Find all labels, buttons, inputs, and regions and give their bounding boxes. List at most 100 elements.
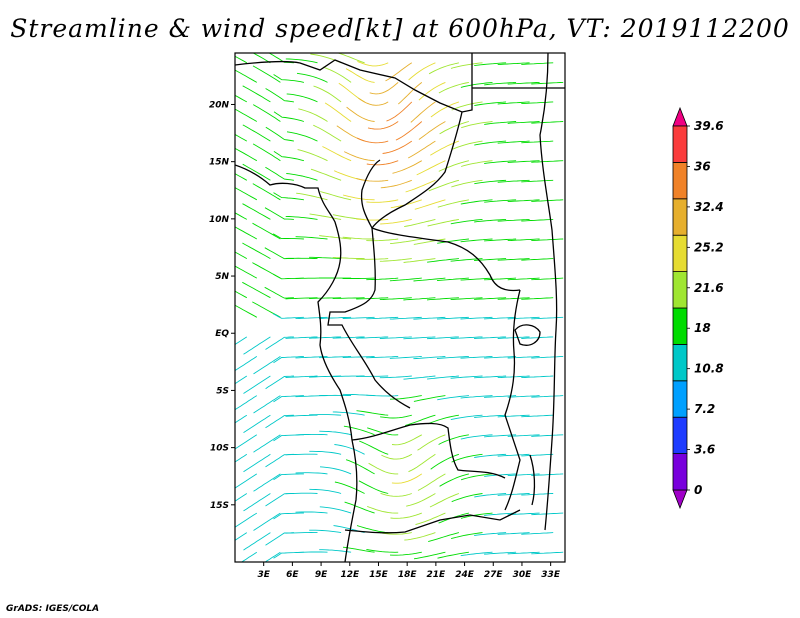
streamline xyxy=(418,81,446,101)
streamline xyxy=(391,434,423,446)
streamline xyxy=(439,473,470,487)
streamline xyxy=(474,62,507,67)
streamline xyxy=(413,238,446,245)
streamline xyxy=(521,336,554,339)
streamline xyxy=(521,375,554,379)
streamline xyxy=(320,191,352,201)
streamline xyxy=(460,473,493,481)
streamline xyxy=(235,493,248,502)
streamline xyxy=(235,290,248,299)
streamline xyxy=(253,434,281,453)
streamline xyxy=(531,277,564,281)
streamline xyxy=(235,453,248,463)
streamline xyxy=(521,179,554,183)
streamline xyxy=(243,414,271,433)
colorbar-top-arrow xyxy=(672,106,688,127)
streamline xyxy=(392,160,423,174)
streamline xyxy=(319,355,352,359)
streamline xyxy=(460,355,493,359)
streamline xyxy=(430,101,460,118)
streamline xyxy=(450,218,483,225)
streamline xyxy=(379,375,412,379)
streamline xyxy=(497,140,530,144)
streamline xyxy=(380,492,412,497)
streamline xyxy=(273,551,304,559)
streamline xyxy=(298,108,328,122)
streamline xyxy=(497,218,530,222)
colorbar-label: 25.2 xyxy=(694,240,724,254)
streamline xyxy=(264,207,294,220)
streamline xyxy=(295,511,328,514)
streamline xyxy=(484,512,517,516)
streamline xyxy=(403,375,436,380)
streamline xyxy=(253,473,281,492)
streamline xyxy=(235,69,258,83)
colorbar-segment xyxy=(672,161,688,200)
streamline xyxy=(309,336,342,339)
streamline xyxy=(521,258,554,261)
lon-label: 33E xyxy=(541,570,561,580)
streamline xyxy=(357,60,389,67)
streamline xyxy=(235,434,258,450)
lat-label: EQ xyxy=(215,329,229,339)
streamline xyxy=(521,297,554,300)
colorbar-label: 32.4 xyxy=(694,200,724,214)
streamline xyxy=(507,238,540,242)
streamline xyxy=(313,124,342,142)
streamline xyxy=(286,93,318,103)
streamline xyxy=(413,395,446,402)
streamlines-layer xyxy=(235,53,564,562)
streamline xyxy=(313,85,342,103)
colorbar-segment xyxy=(672,416,688,455)
streamline xyxy=(451,179,483,188)
streamline xyxy=(413,551,446,560)
streamline xyxy=(484,473,517,477)
border-angola-zambia xyxy=(351,422,506,479)
streamline xyxy=(417,434,446,451)
streamline xyxy=(285,453,318,456)
streamline xyxy=(521,218,554,222)
streamline xyxy=(379,336,412,339)
streamline xyxy=(235,414,248,424)
streamline xyxy=(507,512,540,516)
streamline xyxy=(285,375,318,378)
latitude-axis: 20N 15N 10N 5N EQ 5S 10S 15S xyxy=(209,100,235,511)
streamline xyxy=(450,414,483,421)
streamline xyxy=(474,179,507,185)
colorbar-bottom-arrow xyxy=(672,489,688,510)
streamline xyxy=(265,532,294,546)
streamline xyxy=(403,297,436,301)
lat-label: 10N xyxy=(209,215,230,225)
streamline xyxy=(334,444,365,455)
streamline xyxy=(309,450,342,455)
streamline xyxy=(380,414,412,419)
lat-label: 15N xyxy=(209,158,230,168)
streamline xyxy=(507,160,540,163)
streamline xyxy=(309,213,342,220)
streamline xyxy=(390,238,422,245)
streamline xyxy=(296,192,328,201)
border-congo xyxy=(327,227,411,409)
streamline xyxy=(342,316,375,319)
border-drc-east xyxy=(504,289,521,511)
streamline xyxy=(474,101,507,107)
streamline xyxy=(418,121,446,140)
streamline xyxy=(264,247,294,260)
streamline xyxy=(243,532,271,551)
streamline xyxy=(366,548,399,553)
streamline xyxy=(484,238,517,242)
streamline xyxy=(297,149,328,162)
streamline xyxy=(438,160,469,172)
streamline xyxy=(507,277,540,281)
streamline xyxy=(460,199,493,205)
colorbar-segment xyxy=(672,380,688,418)
streamline xyxy=(460,434,493,440)
border-chad xyxy=(360,111,463,230)
streamline xyxy=(358,480,389,494)
streamline xyxy=(436,355,469,359)
colorbar-segment xyxy=(672,271,688,309)
colorbar-label: 21.6 xyxy=(694,281,724,295)
streamline xyxy=(235,265,258,279)
streamline xyxy=(324,102,352,122)
streamline xyxy=(273,512,304,520)
